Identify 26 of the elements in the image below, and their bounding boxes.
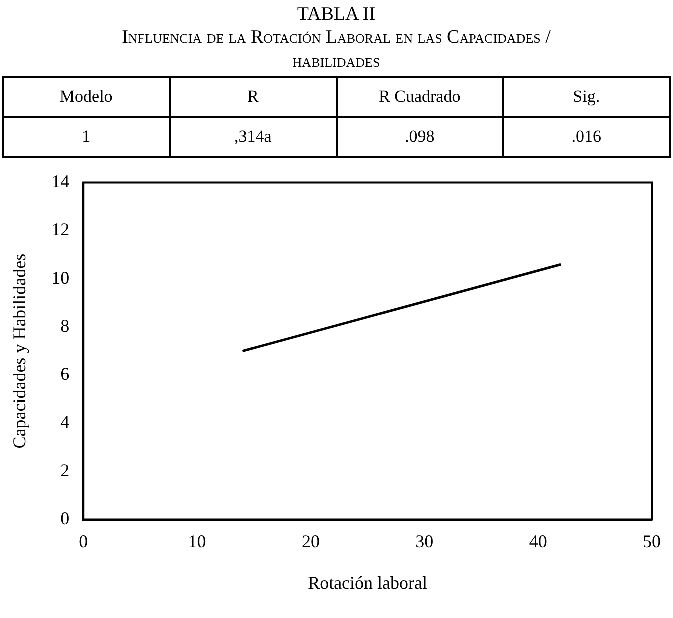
text: .016 (503, 117, 670, 157)
y-axis-title: Capacidades y Habilidades (10, 254, 30, 449)
text: ,314a (170, 117, 336, 157)
y-tick-label: 14 (52, 172, 70, 192)
x-tick-label: 0 (79, 531, 88, 552)
y-tick-label: 8 (60, 316, 70, 336)
text: .098 (336, 117, 504, 157)
y-tick-label: 10 (52, 268, 70, 288)
x-tick-label: 40 (529, 531, 548, 552)
text: Modelo (3, 77, 170, 117)
chart-title: TABLA II (296, 4, 377, 26)
chart-subtitle: Influencia de la Rotación Laboral en las Capacidades / habilidades (121, 26, 552, 74)
y-tick-label: 2 (60, 460, 70, 480)
text: R Cuadrado (336, 77, 504, 117)
x-axis-title: Rotación laboral (308, 572, 428, 593)
text: Sig. (503, 77, 670, 117)
y-tick-label: 12 (52, 220, 70, 240)
y-tick-label: 6 (60, 364, 70, 384)
x-tick-label: 10 (188, 531, 206, 552)
x-tick-label: 50 (643, 531, 661, 552)
y-tick-label: 4 (60, 412, 70, 432)
y-tick-label: 0 (60, 508, 70, 529)
x-tick-label: 30 (416, 531, 434, 552)
x-tick-label: 20 (302, 531, 320, 552)
text: R (170, 77, 336, 117)
text: 1 (3, 117, 170, 157)
